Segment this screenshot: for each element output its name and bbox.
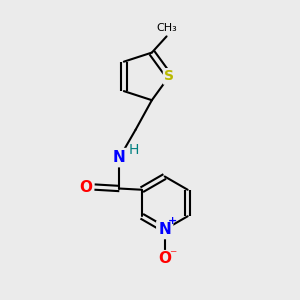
Text: S: S: [164, 69, 174, 83]
Text: N: N: [113, 150, 126, 165]
Text: O: O: [158, 251, 171, 266]
Text: +: +: [167, 216, 177, 226]
Text: ⁻: ⁻: [169, 248, 177, 262]
Text: CH₃: CH₃: [157, 23, 178, 33]
Text: N: N: [158, 222, 171, 237]
Text: H: H: [128, 143, 139, 157]
Text: O: O: [80, 180, 93, 195]
